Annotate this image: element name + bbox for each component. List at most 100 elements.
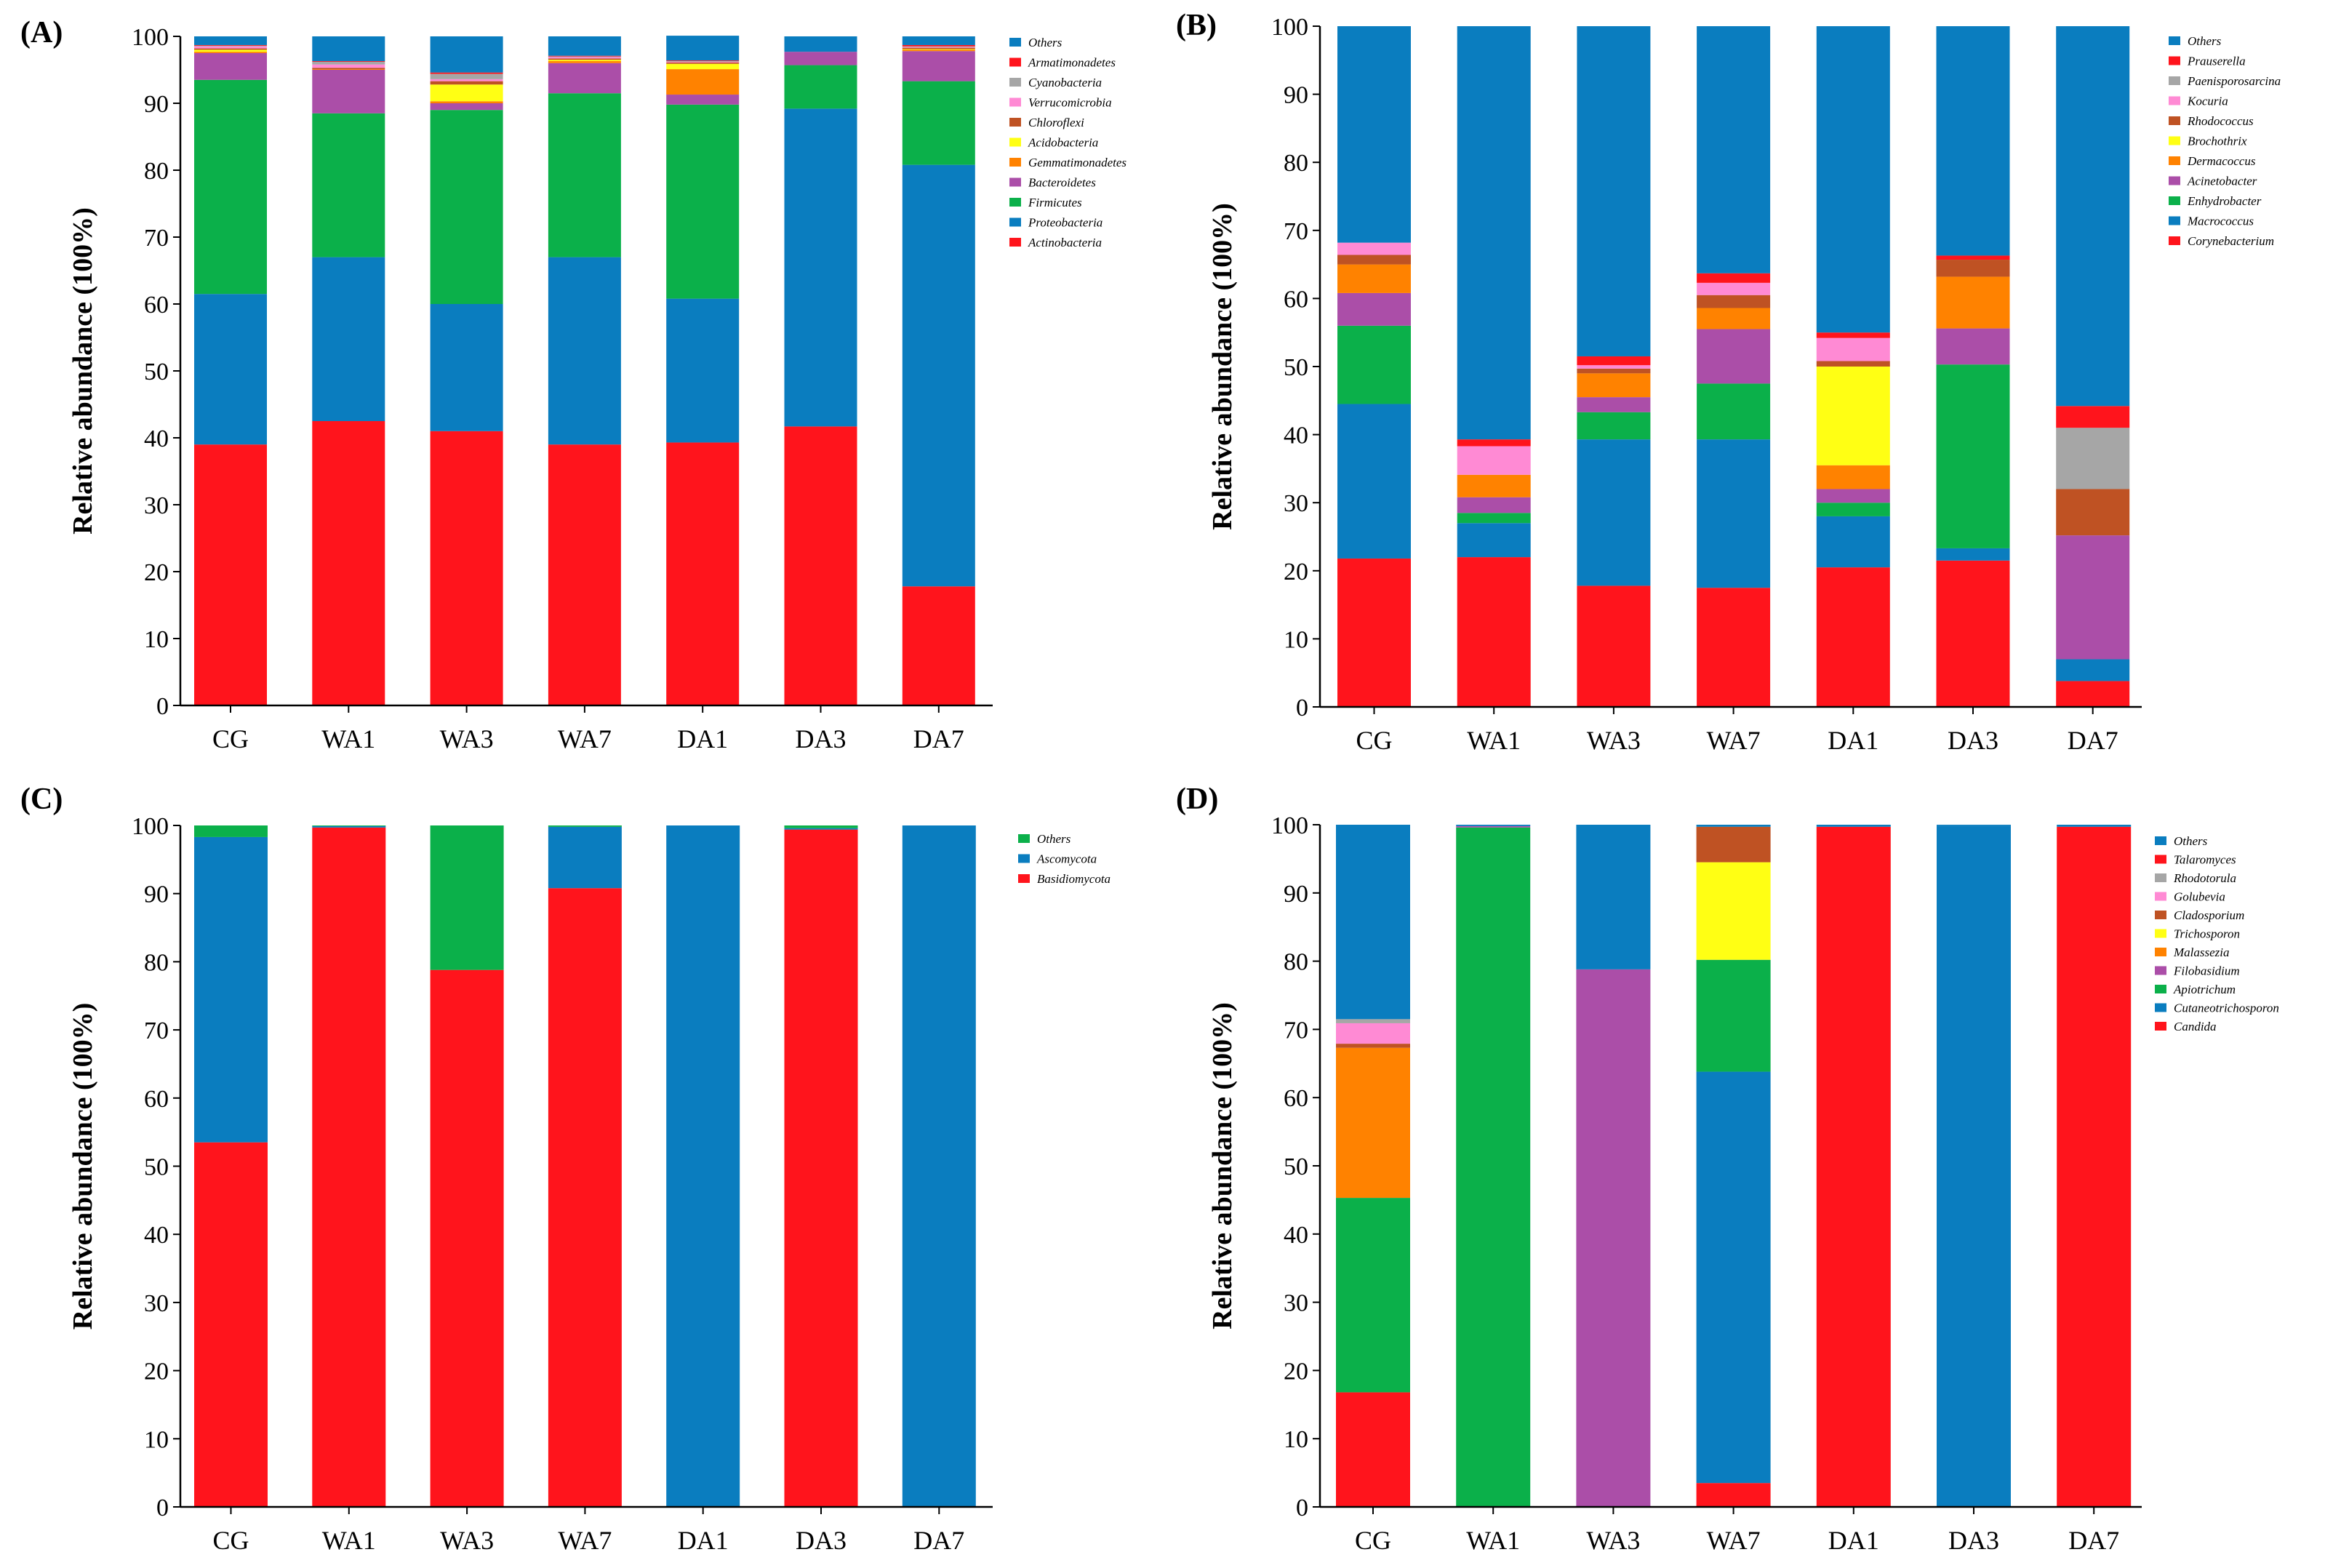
panel-a-bar-da7-actinobacteria	[902, 586, 975, 705]
panel-b-bar-wa1-macrococcus	[1457, 523, 1531, 558]
panel-d-bar-wa1-apiotrichum	[1456, 827, 1531, 1507]
panel-a-bar-wa3-chloroflexi	[430, 81, 503, 85]
panel-a-bar-cg-acidobacteria	[194, 49, 267, 52]
panel-d-legend-swatch-trichosporon	[2155, 929, 2166, 938]
panel-b-bar-da7-others	[2056, 26, 2130, 407]
panel-a-legend-swatch-cyanobacteria	[1009, 78, 1021, 87]
panel-c-legend-swatch-ascomycota	[1018, 854, 1030, 863]
panel-a-y-tick-label-50: 50	[144, 359, 169, 385]
panel-b-y-tick-label-100: 100	[1271, 14, 1308, 41]
panel-b-x-tick-label-wa7: WA7	[1707, 726, 1761, 755]
panel-a-y-tick-label-20: 20	[144, 559, 169, 586]
panel-b-bar-da3-enhydrobacter	[1936, 364, 2010, 548]
panel-a-bar-wa1-actinobacteria	[312, 421, 385, 705]
panel-a-bar-da1-others	[666, 36, 740, 61]
panel-a-y-tick-label-90: 90	[144, 91, 169, 118]
panel-a-bar-wa3-firmicutes	[430, 110, 503, 304]
panel-b-bar-da1-acinetobacter	[1816, 489, 1890, 503]
panel-a-bar-da1-verrucomicrobia	[666, 61, 740, 63]
panel-a-bar-wa7-gemmatimonadetes	[548, 61, 621, 63]
panel-b-bar-wa7-acinetobacter	[1697, 329, 1771, 384]
panel-a-legend-label-acidobacteria: Acidobacteria	[1028, 136, 1098, 150]
panel-b-bar-wa3-enhydrobacter	[1577, 412, 1651, 440]
panel-d-bar-da7-candida	[2057, 826, 2132, 1507]
panel-d-legend-swatch-filobasidium	[2155, 966, 2166, 975]
panel-a-legend-swatch-firmicutes	[1009, 198, 1021, 207]
panel-b-bar-wa7-kocuria	[1697, 282, 1771, 295]
panel-a-bar-wa3-gemmatimonadetes	[430, 101, 503, 103]
panel-a-y-axis-label: Relative abundance (100%)	[68, 207, 98, 535]
panel-c-x-tick-label-wa3: WA3	[440, 1526, 494, 1555]
panel-a-bar-da1-acidobacteria	[666, 63, 740, 70]
panel-a-y-tick-label-30: 30	[144, 492, 169, 519]
panel-d-x-tick-label-wa3: WA3	[1586, 1526, 1640, 1555]
panel-a-bar-wa1-gemmatimonadetes	[312, 69, 385, 70]
panel-d-bar-wa3-filobasidium	[1576, 969, 1651, 1507]
panel-a-bar-wa3-armatimonadetes	[430, 72, 503, 74]
panel-b-bar-cg-others	[1337, 26, 1411, 243]
panel-d-x-tick-label-da3: DA3	[1948, 1526, 1999, 1555]
panel-a-x-tick-label-da7: DA7	[913, 724, 964, 753]
panel-b-legend-label-corynebacterium: Corynebacterium	[2188, 234, 2274, 248]
panel-a-bar-da7-firmicutes	[902, 81, 975, 165]
panel-d-bar-wa7-apiotrichum	[1696, 959, 1771, 1072]
panel-a-bar-wa1-cyanobacteria	[312, 61, 385, 65]
panel-a-bar-da1-gemmatimonadetes	[666, 69, 740, 95]
panel-d-legend-label-golubevia: Golubevia	[2174, 890, 2225, 904]
panel-a-x-tick-label-da3: DA3	[796, 724, 847, 753]
panel-a-bar-wa3-actinobacteria	[430, 431, 503, 705]
panel-b-bar-da3-corynebacterium	[1936, 560, 2010, 707]
panel-c-x-tick-label-da7: DA7	[913, 1526, 964, 1555]
panel-a-bar-wa1-verrucomicrobia	[312, 64, 385, 68]
panel-b-bar-wa3-acinetobacter	[1577, 397, 1651, 412]
panel-a-bar-wa1-firmicutes	[312, 113, 385, 257]
panel-b-x-tick-label-wa1: WA1	[1467, 726, 1521, 755]
panel-b-legend-swatch-prauserella	[2169, 56, 2180, 65]
panel-c-y-tick-label-60: 60	[144, 1086, 169, 1113]
panel-a-bar-wa3-others	[430, 36, 503, 73]
panel-b-bar-da7-paenisporosarcina	[2056, 428, 2130, 489]
panel-a-bar-wa3-acidobacteria	[430, 84, 503, 102]
panel-b-bar-wa7-corynebacterium	[1697, 588, 1771, 707]
panel-b-bar-da1-rhodococcus	[1816, 361, 1890, 367]
panel-a-bar-wa1-armatimonadetes	[312, 61, 385, 62]
panel-b-y-tick-label-20: 20	[1284, 559, 1308, 585]
panel-d-y-tick-label-50: 50	[1284, 1153, 1308, 1180]
panel-c-y-tick-label-0: 0	[156, 1495, 169, 1521]
panel-d-legend-swatch-cladosporium	[2155, 911, 2166, 919]
panel-d-bar-wa7-trichosporon	[1696, 862, 1771, 960]
panel-d-legend-label-cutaneotrichosporon: Cutaneotrichosporon	[2174, 1001, 2279, 1015]
panel-d-legend-label-cladosporium: Cladosporium	[2174, 908, 2244, 922]
panel-b-bar-da3-acinetobacter	[1936, 328, 2010, 365]
panel-b-bar-cg-kocuria	[1337, 242, 1411, 255]
panel-b-legend-swatch-enhydrobacter	[2169, 196, 2180, 205]
panel-d-bar-cg-others	[1336, 825, 1410, 1020]
panel-a-y-tick-label-40: 40	[144, 425, 169, 452]
panel-a-legend-swatch-armatimonadetes	[1009, 57, 1021, 67]
panel-a-bar-da1-actinobacteria	[666, 442, 740, 705]
panel-a-x-tick-label-da1: DA1	[677, 724, 728, 753]
panel-a-bar-da3-actinobacteria	[784, 426, 857, 705]
panel-a-bar-cg-actinobacteria	[194, 444, 267, 705]
panel-a-bar-cg-proteobacteria	[194, 294, 267, 445]
panel-a-bar-da3-others	[784, 36, 857, 52]
panel-a-bar-da7-verrucomicrobia	[902, 47, 975, 48]
panel-a-legend-label-verrucomicrobia: Verrucomicrobia	[1028, 96, 1112, 110]
panel-a-bar-da1-armatimonadetes	[666, 60, 740, 62]
panel-c-bar-wa3-others	[430, 825, 504, 970]
panel-a-bar-da7-others	[902, 36, 975, 45]
panel-b-bar-da1-kocuria	[1816, 337, 1890, 361]
panel-c-x-tick-label-da1: DA1	[678, 1526, 729, 1555]
panel-c-legend-swatch-others	[1018, 834, 1030, 843]
panel-a-label: (A)	[20, 16, 63, 49]
panel-a-x-tick-label-cg: CG	[212, 724, 249, 753]
panel-b-bar-cg-rhodococcus	[1337, 255, 1411, 265]
panel-c-bar-wa7-ascomycota	[548, 826, 622, 889]
panel-a-bar-wa3-bacteroidetes	[430, 103, 503, 111]
panel-d-y-tick-label-40: 40	[1284, 1222, 1308, 1249]
panel-b-bar-da3-dermacoccus	[1936, 276, 2010, 329]
panel-d-legend-swatch-others	[2155, 836, 2166, 845]
panel-a-y-tick-label-80: 80	[144, 158, 169, 185]
panel-b-y-tick-label-0: 0	[1296, 695, 1308, 721]
panel-b-legend-swatch-dermacoccus	[2169, 156, 2180, 165]
